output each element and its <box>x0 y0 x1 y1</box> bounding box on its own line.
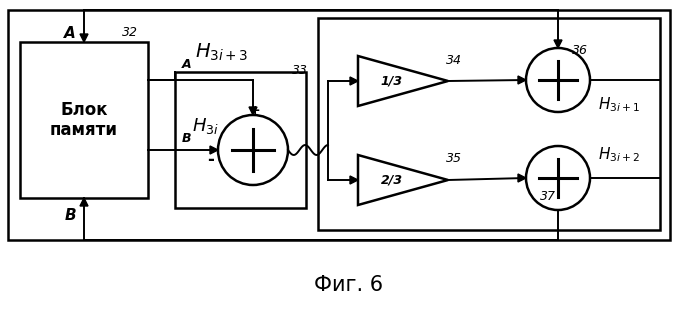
Text: A: A <box>64 25 76 40</box>
Polygon shape <box>249 107 257 115</box>
Polygon shape <box>350 77 358 85</box>
Text: $H_{3i+3}$: $H_{3i+3}$ <box>195 41 248 63</box>
Polygon shape <box>80 198 88 206</box>
Text: B: B <box>182 131 191 145</box>
Text: $H_{3i+2}$: $H_{3i+2}$ <box>598 146 640 164</box>
Circle shape <box>218 115 288 185</box>
Text: 37: 37 <box>540 189 556 203</box>
Text: Фиг. 6: Фиг. 6 <box>314 275 384 295</box>
Circle shape <box>526 48 590 112</box>
Polygon shape <box>350 176 358 184</box>
Text: 35: 35 <box>446 151 462 165</box>
Text: $H_{3i+1}$: $H_{3i+1}$ <box>598 96 640 114</box>
Bar <box>318 18 660 230</box>
Polygon shape <box>358 56 448 106</box>
Text: B: B <box>64 208 76 223</box>
Text: $H_{3i}$: $H_{3i}$ <box>192 116 219 136</box>
Polygon shape <box>554 40 562 48</box>
Bar <box>175 72 306 208</box>
Text: -: - <box>207 151 214 169</box>
Polygon shape <box>358 155 448 205</box>
Polygon shape <box>80 34 88 42</box>
Polygon shape <box>518 76 526 84</box>
Text: 2/3: 2/3 <box>380 173 403 187</box>
Text: 32: 32 <box>122 27 138 39</box>
Polygon shape <box>518 174 526 182</box>
Text: 34: 34 <box>446 54 462 66</box>
Bar <box>8 10 670 240</box>
Text: 36: 36 <box>572 44 588 57</box>
Text: 1/3: 1/3 <box>380 74 403 88</box>
Text: +: + <box>250 104 260 116</box>
Polygon shape <box>210 146 218 154</box>
Text: A: A <box>182 58 192 70</box>
Bar <box>20 42 148 198</box>
Text: 33: 33 <box>292 64 308 76</box>
Text: Блок
памяти: Блок памяти <box>50 100 118 139</box>
Circle shape <box>526 146 590 210</box>
